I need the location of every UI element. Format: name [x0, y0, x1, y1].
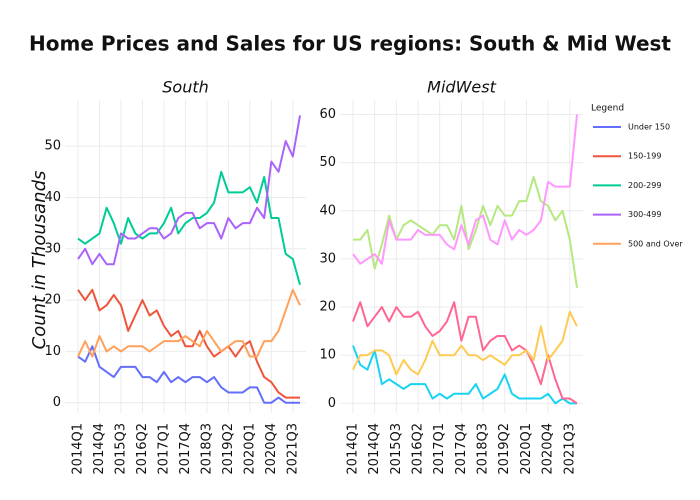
x-tick-label: 2020Q1: [242, 423, 257, 475]
series-line: [77, 170, 301, 285]
y-tick-label: 40: [319, 203, 336, 218]
y-tick-label: 20: [44, 293, 61, 308]
x-tick-label: 2020Q4: [264, 423, 279, 475]
x-tick-label: 2019Q2: [497, 423, 512, 475]
x-tick-label: 2014Q1: [71, 423, 86, 475]
x-tick-label: 2018Q3: [199, 423, 214, 475]
series-line: [77, 115, 301, 266]
y-axis-label: Count in Thousands: [29, 171, 50, 350]
series-line: [77, 288, 301, 358]
x-tick-label: 2014Q4: [92, 423, 107, 475]
series-line: [77, 345, 300, 404]
y-tick-label: 10: [44, 344, 61, 359]
y-tick-label: 50: [319, 155, 336, 170]
x-tick-label: 2020Q4: [541, 423, 556, 475]
x-tick-label: 2019Q2: [221, 423, 236, 475]
legend-label: 300-499: [628, 210, 661, 219]
x-tick-label: 2018Q3: [476, 423, 491, 475]
legend-label: 500 and Over: [628, 239, 683, 248]
legend: [588, 98, 700, 260]
x-tick-label: 2021Q3: [562, 423, 577, 475]
subplot-title: South: [162, 78, 209, 97]
x-tick-label: 2020Q1: [519, 423, 534, 475]
series-line: [352, 345, 577, 405]
legend-label: 150-199: [628, 152, 661, 161]
x-tick-label: 2015Q3: [389, 423, 404, 475]
legend-title: Legend: [591, 104, 624, 114]
y-tick-label: 20: [319, 300, 336, 315]
subplot-title: MidWest: [427, 78, 496, 97]
y-tick-label: 30: [319, 251, 336, 266]
y-tick-label: 0: [53, 395, 61, 410]
x-tick-label: 2017Q4: [178, 423, 193, 475]
x-tick-label: 2017Q1: [432, 423, 447, 475]
y-tick-label: 10: [319, 348, 336, 363]
x-tick-label: 2014Q1: [346, 423, 361, 475]
x-tick-label: 2016Q2: [411, 423, 426, 475]
chart-title: Home Prices and Sales for US regions: So…: [29, 32, 671, 56]
legend-label: Under 150: [628, 123, 670, 132]
series-line: [352, 114, 578, 265]
series-line: [77, 288, 300, 399]
x-tick-label: 2017Q1: [156, 423, 171, 475]
x-tick-label: 2016Q2: [135, 423, 150, 475]
y-tick-label: 0: [328, 396, 336, 411]
y-tick-label: 30: [44, 241, 61, 256]
y-tick-label: 40: [44, 190, 61, 205]
x-tick-label: 2021Q3: [285, 423, 300, 475]
x-tick-label: 2014Q4: [367, 423, 382, 475]
y-tick-label: 60: [319, 107, 336, 122]
series-line: [353, 176, 578, 288]
x-tick-label: 2015Q3: [113, 423, 128, 475]
y-tick-label: 50: [44, 139, 61, 154]
series-line: [352, 310, 578, 376]
x-tick-label: 2017Q4: [454, 423, 469, 475]
series-line: [352, 301, 578, 405]
legend-label: 200-299: [628, 181, 661, 190]
